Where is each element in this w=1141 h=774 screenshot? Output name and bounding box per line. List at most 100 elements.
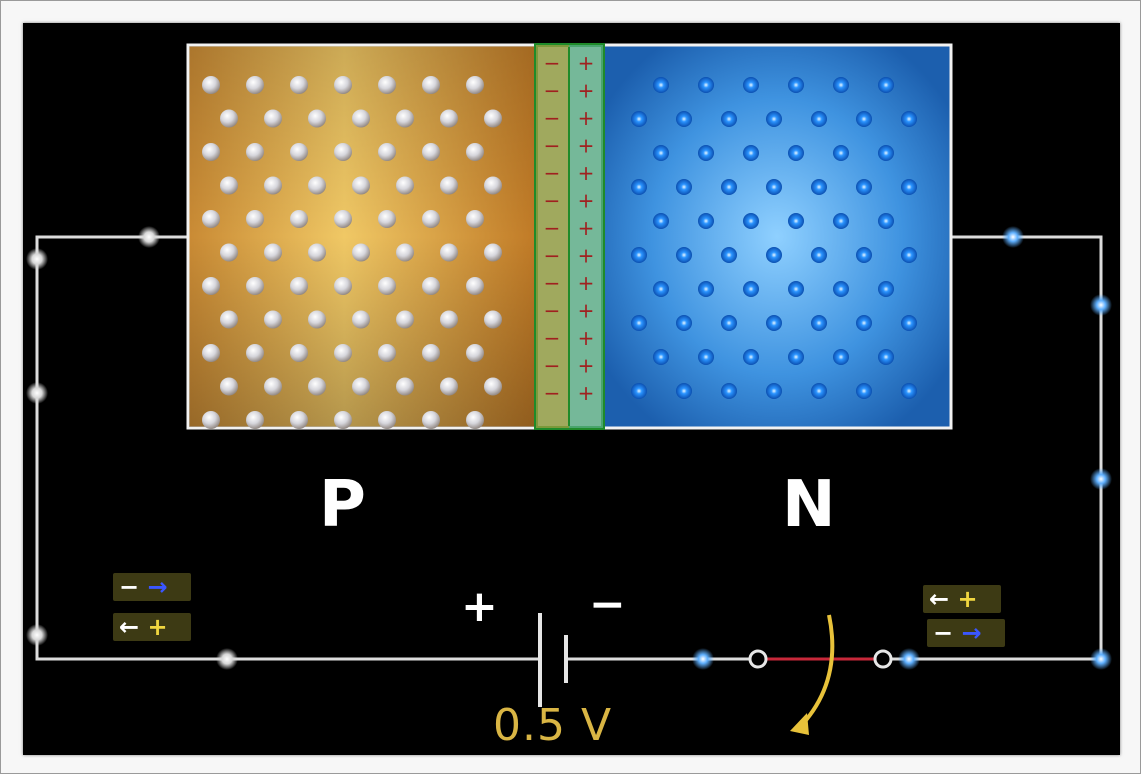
p-region-label: P: [319, 468, 366, 542]
positive-ion-sign: +: [578, 134, 595, 158]
electron: [631, 383, 647, 399]
positive-ion-sign: +: [578, 381, 595, 405]
battery-negative-sign: −: [589, 579, 626, 630]
badge-hole-flow-right: ← +: [923, 585, 1001, 613]
hole: [466, 76, 484, 94]
hole: [246, 76, 264, 94]
hole: [290, 143, 308, 161]
hole: [378, 143, 396, 161]
hole: [352, 310, 370, 329]
n-type-region: [601, 43, 953, 430]
hole: [220, 176, 238, 195]
depletion-region: − +− +− +− +− +− +− +− +− +− +− +− +− +: [534, 43, 605, 430]
hole: [202, 344, 220, 362]
electron: [901, 315, 917, 331]
hole: [334, 411, 352, 429]
electron: [653, 77, 669, 93]
electron: [631, 179, 647, 195]
hole: [334, 76, 352, 94]
hole: [352, 176, 370, 195]
electron: [901, 247, 917, 263]
hole: [466, 210, 484, 228]
hole: [264, 109, 282, 128]
electron: [698, 77, 714, 93]
electron: [856, 383, 872, 399]
hole: [246, 210, 264, 228]
electron: [811, 383, 827, 399]
electrons: [631, 77, 917, 399]
arrow-right-icon: →: [147, 573, 168, 601]
hole: [440, 377, 458, 396]
electron: [743, 213, 759, 229]
hole: [466, 277, 484, 295]
hole: [308, 377, 326, 396]
hole: [264, 176, 282, 195]
negative-ion-sign: −: [544, 381, 561, 405]
electron: [856, 247, 872, 263]
hole-carrier-glow: [216, 648, 238, 670]
positive-ion-sign: +: [578, 271, 595, 295]
electron: [766, 315, 782, 331]
electron: [766, 179, 782, 195]
hole: [440, 310, 458, 329]
positive-ion-sign: +: [578, 326, 595, 350]
electron: [878, 145, 894, 161]
negative-ion-sign: −: [544, 106, 561, 130]
positive-ion-sign: +: [578, 244, 595, 268]
diagram-canvas: − + − + − + − + − + − + − + − + − + − + − + − + − + P N + − 0.5 V…: [23, 23, 1120, 755]
negative-ion-sign: −: [544, 216, 561, 240]
hole: [308, 109, 326, 128]
hole: [484, 377, 502, 396]
hole: [334, 277, 352, 295]
electron: [721, 383, 737, 399]
hole: [396, 243, 414, 262]
hole: [422, 411, 440, 429]
electron: [878, 281, 894, 297]
minus-glyph: −: [119, 573, 140, 601]
hole: [378, 76, 396, 94]
hole-carrier-glow: [26, 248, 48, 270]
arrow-left-icon: ←: [929, 585, 950, 613]
moving-charges: [26, 226, 1112, 670]
switch-curved-arrow: [790, 614, 835, 735]
electron: [901, 179, 917, 195]
hole: [422, 344, 440, 362]
hole: [308, 310, 326, 329]
hole: [440, 176, 458, 195]
hole: [378, 277, 396, 295]
hole: [202, 143, 220, 161]
battery-voltage-label: 0.5 V: [493, 700, 613, 751]
hole: [246, 143, 264, 161]
hole: [422, 76, 440, 94]
electron: [653, 213, 669, 229]
negative-ion-sign: −: [544, 354, 561, 378]
electron: [788, 213, 804, 229]
hole: [484, 243, 502, 262]
electron: [698, 281, 714, 297]
electron: [631, 315, 647, 331]
hole: [246, 277, 264, 295]
hole: [220, 310, 238, 329]
arrow-right-icon: →: [961, 619, 982, 647]
electron: [698, 145, 714, 161]
electron: [631, 111, 647, 127]
hole: [246, 344, 264, 362]
hole: [422, 143, 440, 161]
hole: [422, 277, 440, 295]
electron-carrier-glow: [692, 648, 714, 670]
electron: [811, 179, 827, 195]
negative-ion-sign: −: [544, 79, 561, 103]
hole: [440, 243, 458, 262]
pn-junction-diagram: − +− +− +− +− +− +− +− +− +− +− +− +− +: [26, 43, 1112, 735]
negative-ion-sign: −: [544, 134, 561, 158]
positive-ion-sign: +: [578, 106, 595, 130]
holes: [202, 76, 502, 429]
badge-hole-flow-left: ← +: [113, 613, 191, 641]
hole: [220, 377, 238, 396]
positive-ion-sign: +: [578, 216, 595, 240]
positive-ion-sign: +: [578, 161, 595, 185]
electron: [833, 145, 849, 161]
hole: [334, 210, 352, 228]
hole: [466, 344, 484, 362]
hole: [202, 277, 220, 295]
